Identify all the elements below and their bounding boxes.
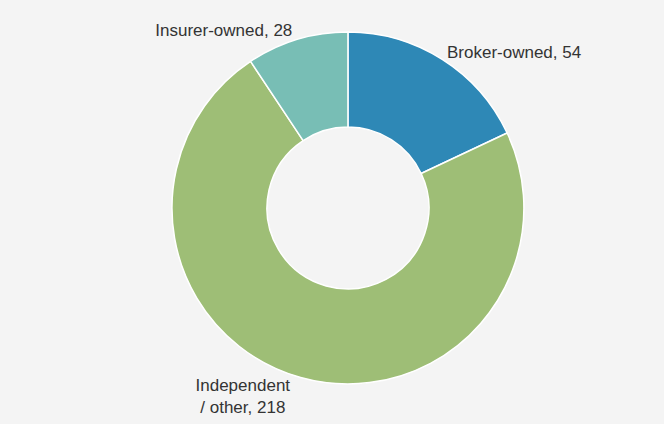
svg-text:Independent/ other, 218: Independent/ other, 218	[196, 376, 291, 417]
svg-text:Insurer-owned, 28: Insurer-owned, 28	[155, 21, 292, 40]
svg-text:Broker-owned, 54: Broker-owned, 54	[447, 43, 581, 62]
